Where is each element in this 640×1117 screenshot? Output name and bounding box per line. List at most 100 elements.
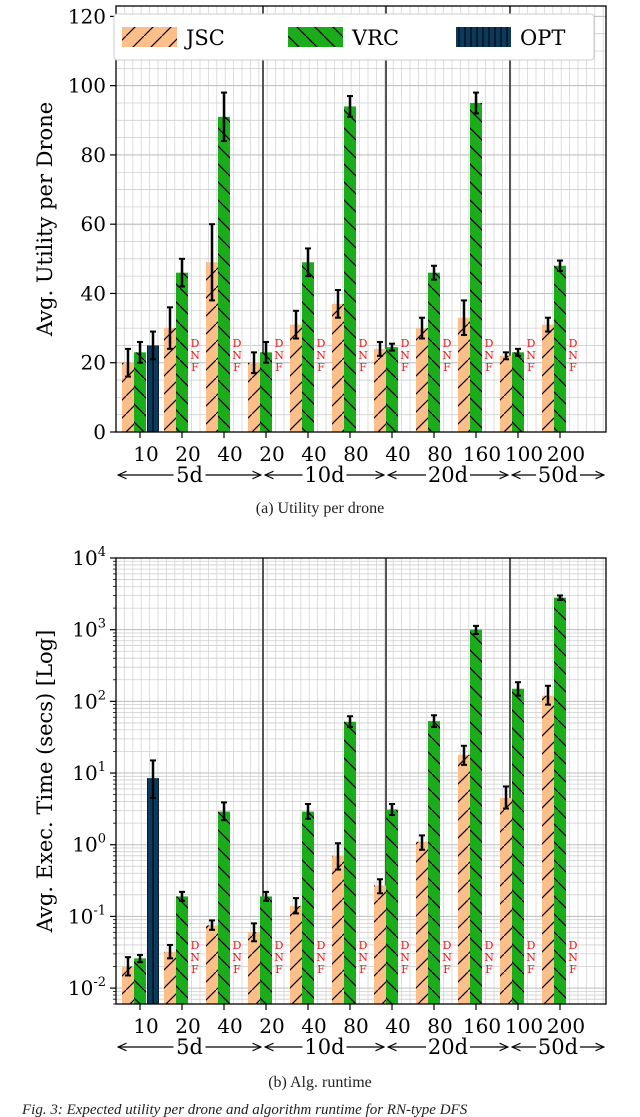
dnf-label: F — [275, 963, 283, 976]
y-tick-label: 103 — [72, 617, 106, 642]
y-tick-label: 60 — [81, 212, 106, 236]
dnf-label: D — [317, 337, 326, 350]
dnf-label: F — [485, 963, 493, 976]
dnf-label: F — [191, 963, 199, 976]
x-tick-label: 40 — [385, 1014, 410, 1038]
dnf-label: N — [190, 349, 200, 362]
bar-hatch-jsc — [164, 951, 176, 1004]
bar-hatch-opt — [147, 345, 159, 432]
x-tick-label: 80 — [427, 442, 452, 466]
bar-hatch-jsc — [374, 885, 386, 1004]
dnf-label: N — [358, 349, 368, 362]
bar-hatch-vrc — [302, 262, 314, 432]
bar-hatch-vrc — [470, 629, 482, 1004]
bar-hatch-jsc — [122, 362, 134, 432]
bar-hatch-vrc — [344, 721, 356, 1004]
y-tick-label: 0 — [93, 420, 106, 444]
x-tick-label: 20 — [175, 1014, 200, 1038]
bar-hatch-vrc — [260, 352, 272, 432]
dnf-label: D — [401, 939, 410, 952]
dnf-label: D — [359, 337, 368, 350]
bar-hatch-opt — [147, 778, 159, 1004]
legend-label-opt: OPT — [520, 26, 565, 50]
grid — [115, 557, 606, 1005]
y-tick-label: 100 — [68, 74, 106, 98]
bar-hatch-jsc — [290, 905, 302, 1004]
x-tick-label: 100 — [505, 1014, 543, 1038]
dnf-label: D — [443, 939, 452, 952]
y-tick-label: 120 — [68, 4, 106, 28]
bar-hatch-vrc — [386, 347, 398, 432]
plot-frame — [115, 557, 607, 1005]
bar-hatch-vrc — [176, 272, 188, 432]
x-tick-label: 80 — [343, 442, 368, 466]
dnf-label: N — [316, 349, 326, 362]
legend-label-jsc: JSC — [184, 26, 225, 50]
dnf-label: F — [527, 361, 535, 374]
bar-hatch-jsc — [290, 324, 302, 432]
dnf-label: F — [359, 361, 367, 374]
dnf-label: F — [191, 361, 199, 374]
bar-hatch-vrc — [344, 106, 356, 432]
y-tick-label: 100 — [72, 832, 106, 857]
y-tick-label: 40 — [81, 281, 106, 305]
legend-box — [113, 13, 595, 61]
dnf-label: F — [401, 361, 409, 374]
x-tick-label: 40 — [301, 1014, 326, 1038]
legend: JSC VRC OPT — [113, 13, 595, 61]
bar-hatch-vrc — [470, 102, 482, 432]
dnf-label: D — [527, 939, 536, 952]
x-tick-label: 40 — [217, 442, 242, 466]
dnf-label: F — [233, 963, 241, 976]
dnf-label: D — [569, 939, 578, 952]
bar-hatch-jsc — [416, 328, 428, 432]
bar-hatch-jsc — [248, 932, 260, 1004]
y-tick-label: 20 — [81, 351, 106, 375]
bar-hatch-vrc — [134, 352, 146, 432]
bar-hatch-jsc — [458, 317, 470, 432]
dnf-label: N — [400, 349, 410, 362]
bar-hatch-vrc — [512, 688, 524, 1004]
x-tick-label: 40 — [385, 442, 410, 466]
dnf-label: N — [568, 951, 578, 964]
legend-swatch-hatch — [456, 27, 511, 47]
bar-hatch-jsc — [332, 303, 344, 432]
group-label: 50d — [538, 463, 578, 487]
figure-caption: Fig. 3: Expected utility per drone and a… — [21, 1102, 468, 1117]
bar-hatch-vrc — [554, 597, 566, 1004]
bar-hatch-vrc — [218, 116, 230, 432]
legend-label-vrc: VRC — [351, 26, 399, 50]
x-tick-label: 80 — [427, 1014, 452, 1038]
x-tick-label: 160 — [463, 1014, 501, 1038]
group-label: 10d — [304, 463, 344, 487]
utility-chart: DNFDNFDNFDNFDNFDNFDNFDNFDNFDNF0204060801… — [33, 4, 607, 487]
dnf-label: F — [233, 361, 241, 374]
dnf-label: D — [191, 939, 200, 952]
dnf-label: N — [274, 951, 284, 964]
dnf-label: F — [527, 963, 535, 976]
dnf-label: N — [316, 951, 326, 964]
bar-hatch-vrc — [176, 896, 188, 1004]
bar-hatch-vrc — [428, 721, 440, 1004]
dnf-label: D — [275, 939, 284, 952]
dnf-label: D — [485, 939, 494, 952]
x-tick-label: 200 — [547, 1014, 585, 1038]
dnf-label: F — [401, 963, 409, 976]
bar-hatch-vrc — [428, 272, 440, 432]
x-tick-label: 20 — [259, 442, 284, 466]
runtime-chart: DNFDNFDNFDNFDNFDNFDNFDNFDNFDNF10-210-110… — [33, 545, 607, 1059]
dnf-label: D — [443, 337, 452, 350]
dnf-label: D — [233, 939, 242, 952]
dnf-label: D — [359, 939, 368, 952]
x-tick-label: 160 — [463, 442, 501, 466]
x-tick-label: 20 — [259, 1014, 284, 1038]
group-label: 20d — [428, 463, 468, 487]
dnf-label: D — [275, 337, 284, 350]
bar-hatch-jsc — [332, 855, 344, 1004]
dnf-label: N — [442, 349, 452, 362]
y-tick-label: 104 — [72, 545, 106, 570]
dnf-label: N — [568, 349, 578, 362]
dnf-label: D — [317, 939, 326, 952]
legend-swatch-hatch — [288, 27, 343, 47]
dnf-label: F — [317, 963, 325, 976]
